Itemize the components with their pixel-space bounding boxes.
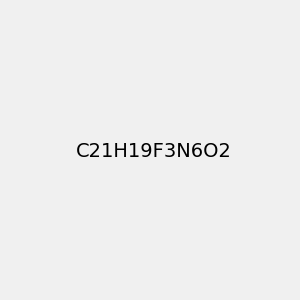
Text: C21H19F3N6O2: C21H19F3N6O2 xyxy=(76,142,232,161)
